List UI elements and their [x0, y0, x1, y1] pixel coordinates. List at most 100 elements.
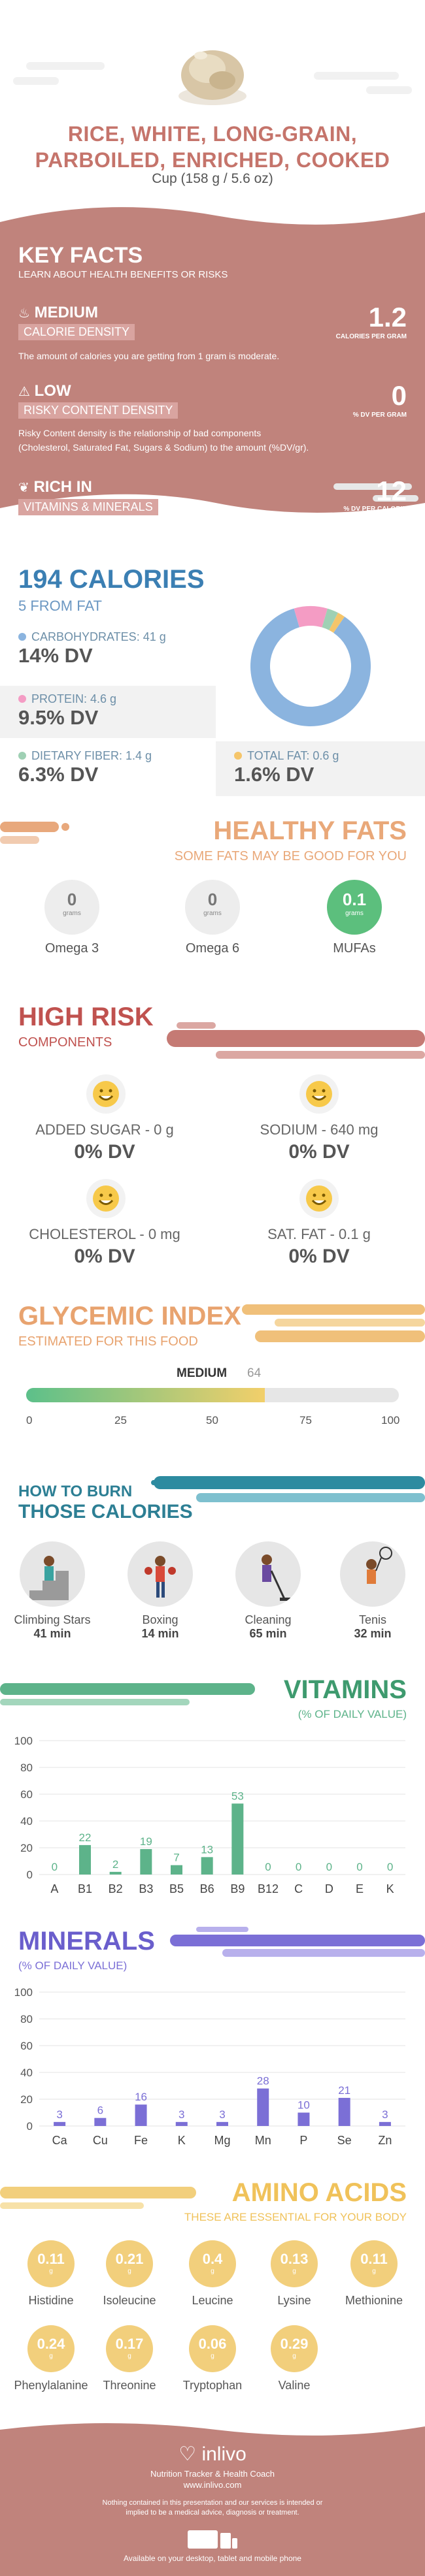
burn-calories-section: HOW TO BURN THOSE CALORIES Climbing Star… — [0, 1470, 425, 1666]
minerals-decoration — [170, 1927, 425, 1957]
bar — [298, 2112, 310, 2126]
activity-name: Cleaning — [245, 1613, 292, 1626]
bar — [54, 2121, 66, 2126]
added-sugar-dv: 0% DV — [74, 1141, 135, 1163]
mufa-circle: 0.1 grams — [327, 880, 382, 935]
bar-value-label: 28 — [257, 2075, 269, 2087]
donut-slice — [329, 613, 345, 633]
fat-label: TOTAL FAT: 0.6 g — [247, 749, 339, 762]
key-facts-background — [0, 207, 425, 513]
bar — [216, 2121, 228, 2126]
bar-value-label: 3 — [56, 2108, 62, 2121]
omega3-unit: grams — [63, 910, 81, 917]
amino-unit: g — [49, 2268, 53, 2275]
activity-cleaning: Cleaning 65 min — [222, 1541, 314, 1641]
bar-value-label: 53 — [231, 1790, 244, 1802]
risky-density-value: 0 — [391, 380, 407, 411]
sodium-label: SODIUM - 640 mg — [260, 1121, 379, 1138]
footer-tagline: Nutrition Tracker & Health Coach — [150, 2469, 275, 2479]
cloud-decoration — [366, 86, 412, 94]
x-tick-label: B1 — [78, 1882, 92, 1895]
activity-climbing: Climbing Stars 41 min — [7, 1541, 98, 1641]
amino-name: Valine — [278, 2379, 311, 2392]
amino-unit: g — [49, 2353, 53, 2360]
header-section: RICE, WHITE, LONG-GRAIN, PARBOILED, ENRI… — [0, 0, 425, 196]
risk-decoration — [167, 1022, 425, 1059]
x-tick-label: Cu — [93, 2134, 108, 2147]
gi-tick: 75 — [299, 1414, 312, 1426]
carbs-dot — [18, 633, 26, 641]
x-tick-label: B12 — [258, 1882, 279, 1895]
amino-title: AMINO ACIDS — [231, 2178, 407, 2207]
amino-unit: g — [292, 2268, 296, 2275]
x-tick-label: Zn — [378, 2134, 392, 2147]
bar — [338, 2097, 350, 2126]
amino-value: 0.24 — [37, 2336, 65, 2352]
devices-icon — [188, 2530, 237, 2549]
amino-unit: g — [211, 2268, 214, 2275]
bar — [257, 2088, 269, 2126]
calorie-density-unit: CALORIES PER GRAM — [335, 333, 407, 340]
cleaning-icon — [235, 1541, 301, 1607]
gi-tick: 100 — [381, 1414, 400, 1426]
amino-histidine: 0.11 g Histidine — [12, 2240, 90, 2308]
amino-value: 0.11 — [37, 2251, 65, 2267]
amino-unit: g — [292, 2353, 296, 2360]
activity-time: 14 min — [141, 1627, 179, 1640]
bar — [94, 2117, 107, 2126]
boxing-icon — [128, 1541, 193, 1607]
sat-fat-dv: 0% DV — [288, 1246, 350, 1267]
y-tick-label: 100 — [14, 1735, 33, 1747]
risky-density-desc: Risky Content density is the relationshi… — [18, 428, 309, 453]
bar-value-label: 16 — [135, 2091, 147, 2103]
calorie-density-value: 1.2 — [368, 302, 407, 332]
amino-value: 0.21 — [115, 2251, 144, 2267]
x-tick-label: Mg — [214, 2134, 230, 2147]
activity-tennis: Tenis 32 min — [327, 1541, 418, 1641]
bar-value-label: 0 — [387, 1861, 393, 1873]
amino-unit: g — [128, 2353, 131, 2360]
calories-subtitle: 5 FROM FAT — [18, 598, 102, 614]
fiber-item: DIETARY FIBER: 1.4 g 6.3% DV — [18, 749, 152, 786]
bar — [379, 2121, 391, 2126]
smile-icon — [86, 1179, 126, 1218]
risky-density-label: RISKY CONTENT DENSITY — [18, 402, 178, 419]
amino-value: 0.4 — [202, 2251, 223, 2267]
x-tick-label: B5 — [169, 1882, 184, 1895]
x-tick-label: K — [178, 2134, 186, 2147]
healthy-fats-section: HEALTHY FATS SOME FATS MAY BE GOOD FOR Y… — [0, 807, 425, 976]
key-facts-subtitle: LEARN ABOUT HEALTH BENEFITS OR RISKS — [18, 269, 228, 280]
inlivo-logo: ♡ inlivo — [0, 2443, 425, 2466]
cloud-decoration — [13, 77, 59, 85]
brand-name: inlivo — [201, 2443, 246, 2465]
cholesterol-dv: 0% DV — [74, 1246, 135, 1267]
amino-value: 0.13 — [280, 2251, 309, 2267]
stairs-icon — [20, 1541, 85, 1607]
omega3-circle: 0 grams — [44, 880, 99, 935]
serving-size: Cup (158 g / 5.6 oz) — [152, 171, 273, 186]
footer-url[interactable]: www.inlivo.com — [183, 2480, 242, 2490]
x-tick-label: B2 — [109, 1882, 123, 1895]
fats-decoration — [0, 822, 69, 844]
gi-tick: 50 — [206, 1414, 218, 1426]
mufa-unit: grams — [345, 910, 364, 917]
donut-slice — [294, 606, 328, 628]
y-tick-label: 80 — [20, 1762, 33, 1774]
donut-slice — [250, 608, 371, 726]
vitamins-title: VITAMINS — [283, 1675, 407, 1704]
vitamins-bar-chart: 1008060402000A22B12B219B37B513B653B90B12… — [14, 1735, 405, 1895]
amino-name: Methionine — [345, 2294, 403, 2307]
bar-value-label: 2 — [112, 1858, 118, 1871]
omega6-label: Omega 6 — [185, 941, 240, 956]
x-tick-label: Mn — [255, 2134, 271, 2147]
activity-name: Boxing — [142, 1613, 178, 1626]
bar — [135, 2104, 147, 2126]
mufa-value: 0.1 — [342, 890, 367, 909]
vitamins-section: VITAMINS (% OF DAILY VALUE) 100 80 60 40 20 0… — [0, 1672, 425, 1907]
bar — [140, 1849, 152, 1875]
x-tick-label: B3 — [139, 1882, 153, 1895]
y-tick-label: 40 — [20, 1815, 33, 1827]
key-facts-title: KEY FACTS — [18, 243, 143, 268]
amino-tryptophan: 0.06 g Tryptophan — [173, 2325, 252, 2392]
rice-bowl-icon — [178, 50, 246, 105]
